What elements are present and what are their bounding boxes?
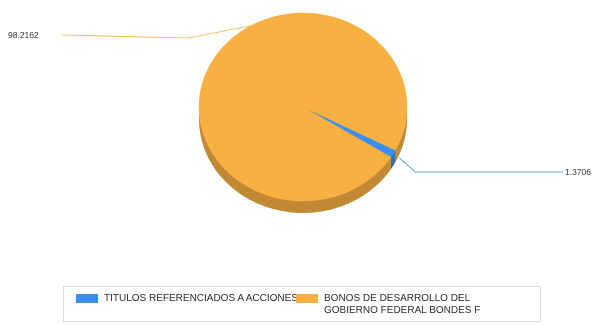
chart-legend: TITULOS REFERENCIADOS A ACCIONES BONOS D… <box>63 286 541 322</box>
pie-side-slice-1 <box>199 107 391 214</box>
legend-label-bondes: BONOS DE DESARROLLO DEL GOBIERNO FEDERAL… <box>324 293 481 316</box>
pie-slice-1[interactable] <box>198 12 408 202</box>
pie-side-slice-0 <box>390 150 396 170</box>
legend-label-titulos: TITULOS REFERENCIADOS A ACCIONES <box>104 293 298 304</box>
leader-line-1 <box>61 25 251 39</box>
pie-side <box>199 107 407 214</box>
pie-side-slice-1 <box>395 107 407 163</box>
legend-item-titulos[interactable]: TITULOS REFERENCIADOS A ACCIONES <box>76 293 298 305</box>
data-label-0: 1.3706 <box>565 167 591 177</box>
leader-line-0 <box>398 157 563 173</box>
legend-swatch-titulos <box>76 294 98 303</box>
legend-item-bondes[interactable]: BONOS DE DESARROLLO DEL GOBIERNO FEDERAL… <box>296 293 536 317</box>
legend-swatch-bondes <box>296 294 318 303</box>
data-label-1: 98.2162 <box>8 30 39 40</box>
